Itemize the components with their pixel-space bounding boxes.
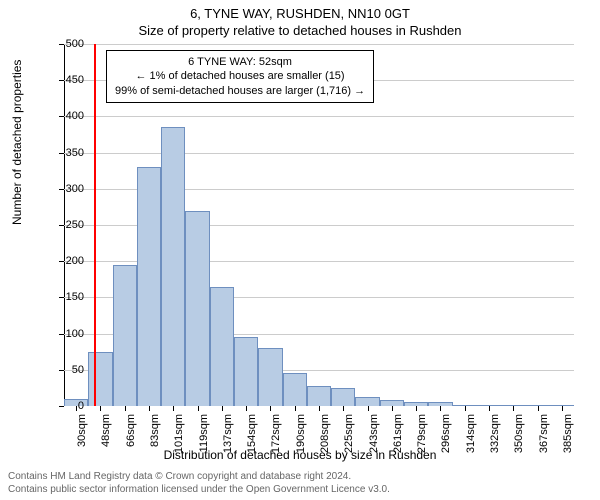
footer-line2: Contains public sector information licen…: [8, 483, 390, 496]
x-tick-mark: [149, 406, 150, 411]
histogram-bar: [113, 265, 137, 406]
x-tick-mark: [343, 406, 344, 411]
histogram-bar: [331, 388, 355, 406]
x-axis-label: Distribution of detached houses by size …: [0, 448, 600, 462]
y-tick-label: 300: [54, 183, 84, 195]
chart-container: 6, TYNE WAY, RUSHDEN, NN10 0GT Size of p…: [0, 0, 600, 500]
x-tick-mark: [440, 406, 441, 411]
y-tick-label: 150: [54, 291, 84, 303]
x-tick-mark: [295, 406, 296, 411]
y-tick-label: 200: [54, 255, 84, 267]
histogram-bar: [234, 337, 258, 406]
y-tick-label: 500: [54, 38, 84, 50]
y-tick-label: 50: [54, 364, 84, 376]
histogram-bar: [137, 167, 161, 406]
y-axis-label: Number of detached properties: [10, 60, 24, 225]
grid-line: [64, 44, 574, 45]
histogram-bar: [185, 211, 209, 406]
x-tick-mark: [513, 406, 514, 411]
x-tick-mark: [270, 406, 271, 411]
plot-area: 6 TYNE WAY: 52sqm ← 1% of detached house…: [64, 44, 574, 406]
histogram-bar: [355, 397, 379, 406]
footer: Contains HM Land Registry data © Crown c…: [8, 470, 390, 496]
footer-line1: Contains HM Land Registry data © Crown c…: [8, 470, 390, 483]
x-tick-mark: [125, 406, 126, 411]
histogram-bar: [88, 352, 112, 406]
x-tick-mark: [416, 406, 417, 411]
histogram-bar: [258, 348, 282, 406]
x-tick-mark: [319, 406, 320, 411]
x-tick-mark: [222, 406, 223, 411]
y-tick-label: 350: [54, 147, 84, 159]
annotation-line1: 6 TYNE WAY: 52sqm: [115, 55, 365, 69]
annotation-line3: 99% of semi-detached houses are larger (…: [115, 84, 365, 98]
histogram-bar: [161, 127, 185, 406]
histogram-bar: [283, 373, 307, 406]
grid-line: [64, 153, 574, 154]
x-tick-mark: [246, 406, 247, 411]
x-tick-mark: [173, 406, 174, 411]
x-tick-mark: [489, 406, 490, 411]
y-tick-label: 250: [54, 219, 84, 231]
y-tick-label: 0: [54, 400, 84, 412]
y-tick-label: 400: [54, 110, 84, 122]
y-tick-label: 450: [54, 74, 84, 86]
page-title-line2: Size of property relative to detached ho…: [0, 21, 600, 38]
x-tick-mark: [465, 406, 466, 411]
x-tick-mark: [368, 406, 369, 411]
page-title-line1: 6, TYNE WAY, RUSHDEN, NN10 0GT: [0, 0, 600, 21]
x-tick-mark: [562, 406, 563, 411]
x-tick-mark: [100, 406, 101, 411]
x-tick-mark: [538, 406, 539, 411]
x-tick-mark: [198, 406, 199, 411]
x-tick-mark: [392, 406, 393, 411]
reference-line: [94, 44, 96, 406]
annotation-line2: ← 1% of detached houses are smaller (15): [115, 69, 365, 83]
annotation-box: 6 TYNE WAY: 52sqm ← 1% of detached house…: [106, 50, 374, 103]
grid-line: [64, 116, 574, 117]
y-tick-label: 100: [54, 328, 84, 340]
histogram-bar: [307, 386, 331, 406]
histogram-bar: [210, 287, 234, 406]
